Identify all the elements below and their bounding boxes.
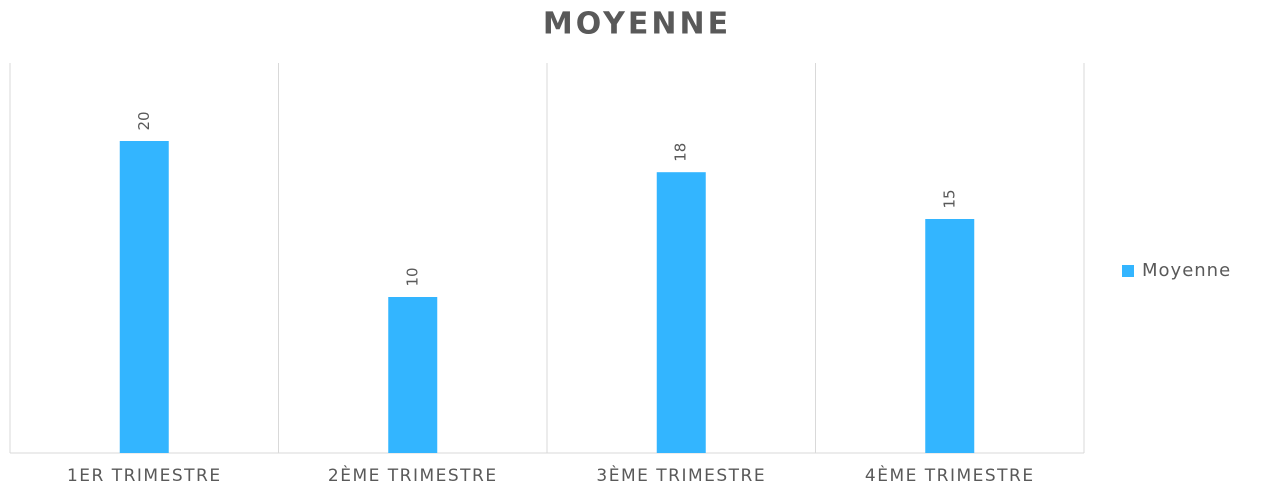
bar <box>388 297 438 453</box>
x-tick-label: 3ÈME TRIMESTRE <box>596 464 766 486</box>
x-tick-label: 2ÈME TRIMESTRE <box>328 464 498 486</box>
data-label: 20 <box>135 111 153 130</box>
x-tick-label: 1ER TRIMESTRE <box>67 466 222 486</box>
bar <box>656 172 706 453</box>
data-label: 15 <box>940 189 958 208</box>
data-label: 10 <box>403 267 421 286</box>
legend-swatch <box>1122 265 1134 277</box>
x-tick-label: 4ÈME TRIMESTRE <box>865 464 1035 486</box>
legend-label: Moyenne <box>1142 260 1231 281</box>
bar <box>925 219 975 453</box>
bar <box>119 141 169 453</box>
data-label: 18 <box>672 143 690 162</box>
chart-title: MOYENNE <box>543 7 731 42</box>
